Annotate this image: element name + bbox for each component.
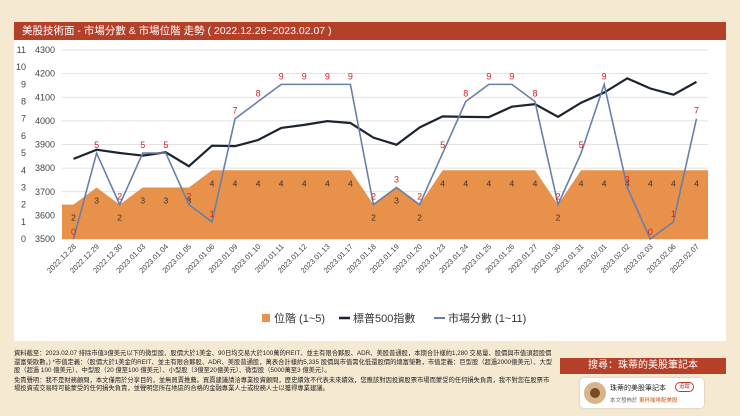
score-label: 9	[509, 71, 514, 81]
left-axis-tick: 3	[21, 182, 26, 192]
level-label: 2	[117, 213, 122, 223]
level-label: 4	[486, 178, 491, 188]
level-label: 4	[602, 178, 607, 188]
chart: 3500360037003800390040004100420043000123…	[16, 45, 708, 325]
score-label: 5	[579, 140, 584, 150]
disclaimer-note: 免責聲明：我不是財務顧問，本文僅用於分享目的，並無買賣推薦。買賣建議請洽專業投資…	[14, 376, 550, 393]
author-name: 珠蒂的美股筆記本	[610, 385, 666, 392]
level-label: 4	[325, 178, 330, 188]
score-label: 7	[694, 106, 699, 116]
level-label: 4	[463, 178, 468, 188]
level-label: 3	[94, 195, 99, 205]
level-label: 4	[256, 178, 261, 188]
score-line	[72, 81, 698, 241]
score-label: 5	[94, 140, 99, 150]
sp500-line	[73, 77, 697, 168]
level-label: 4	[210, 178, 215, 188]
left-axis-tick: 0	[21, 234, 26, 244]
left-axis-tick: 7	[21, 114, 26, 124]
score-label: 2	[117, 192, 122, 202]
right-axis-tick: 3900	[35, 140, 55, 150]
left-axis-tick: 2	[21, 200, 26, 210]
right-axis-tick: 3600	[35, 210, 55, 220]
legend-label-sp500: 標普500指數	[353, 311, 415, 325]
footer-notes: 資料截至：2023.02.07 排除市值3億美元以下的微型股、股價大於1美金、9…	[14, 350, 554, 395]
avatar	[584, 382, 606, 404]
score-label: 2	[371, 192, 376, 202]
author-card[interactable]: 珠蒂的美股筆記本 追蹤 本文發佈於 東杯咖啡配美股	[580, 378, 704, 408]
level-label: 4	[233, 178, 238, 188]
level-label: 4	[694, 178, 699, 188]
level-label: 3	[394, 195, 399, 205]
right-axis-tick: 3800	[35, 163, 55, 173]
follow-button[interactable]: 追蹤	[675, 382, 695, 392]
right-axis-tick: 3500	[35, 234, 55, 244]
left-axis-tick: 4	[21, 165, 26, 175]
search-banner: 搜尋：珠蒂的美股筆記本	[560, 358, 726, 374]
right-axis-tick: 3700	[35, 187, 55, 197]
score-label: 2	[417, 192, 422, 202]
score-label: 0	[648, 227, 653, 237]
right-axis-tick: 4300	[35, 45, 55, 55]
level-label: 4	[625, 178, 630, 188]
level-label: 2	[417, 213, 422, 223]
right-axis-tick: 4200	[35, 69, 55, 79]
right-axis-tick: 4100	[35, 92, 55, 102]
level-label: 4	[279, 178, 284, 188]
score-label: 8	[256, 89, 261, 99]
level-label: 4	[348, 178, 353, 188]
legend-label-score: 市場分數 (1~11)	[448, 311, 526, 325]
source-note: 資料截至：2023.02.07 排除市值3億美元以下的微型股、股價大於1美金、9…	[14, 350, 553, 375]
level-label: 4	[648, 178, 653, 188]
author-note: 本文發佈於 東杯咖啡配美股	[610, 396, 678, 404]
score-label: 9	[325, 71, 330, 81]
score-label: 7	[233, 106, 238, 116]
legend-label-level: 位階 (1~5)	[274, 311, 325, 325]
score-label: 9	[348, 71, 353, 81]
legend-swatch-level	[262, 314, 270, 322]
score-label: 5	[140, 140, 145, 150]
score-label: 2	[186, 192, 191, 202]
level-label: 2	[371, 213, 376, 223]
level-label: 2	[556, 213, 561, 223]
score-label: 9	[279, 71, 284, 81]
level-label: 4	[579, 178, 584, 188]
score-label: 0	[71, 227, 76, 237]
level-label: 4	[440, 178, 445, 188]
level-label: 3	[187, 195, 192, 205]
score-label: 8	[532, 89, 537, 99]
level-label: 3	[140, 195, 145, 205]
score-label: 9	[602, 71, 607, 81]
left-axis-tick: 10	[16, 62, 26, 72]
author-note-prefix: 本文發佈於	[610, 398, 638, 404]
author-note-link[interactable]: 東杯咖啡配美股	[639, 398, 678, 404]
score-label: 8	[463, 89, 468, 99]
left-axis-tick: 5	[21, 148, 26, 158]
left-axis-tick: 8	[21, 97, 26, 107]
score-label: 9	[486, 71, 491, 81]
level-label: 3	[163, 195, 168, 205]
score-label: 1	[671, 209, 676, 219]
level-label: 4	[302, 178, 307, 188]
score-label: 2	[556, 192, 561, 202]
score-label: 3	[394, 174, 399, 184]
level-area	[62, 170, 708, 239]
left-axis-tick: 1	[21, 217, 26, 227]
left-axis-tick: 9	[21, 79, 26, 89]
chart-header: 美股技術面 - 市場分數 & 市場位階 走勢 ( 2022.12.28~2023…	[14, 22, 726, 40]
left-axis-tick: 6	[21, 131, 26, 141]
level-label: 2	[71, 213, 76, 223]
right-axis-tick: 4000	[35, 116, 55, 126]
level-label: 4	[510, 178, 515, 188]
chart-panel: 3500 3600 3700 3800 3900 4000 4100 4200 4300 0 1 2 3…	[14, 40, 726, 341]
legend: 位階 (1~5) 標普500指數 市場分數 (1~11)	[262, 311, 526, 325]
score-label: 3	[625, 174, 630, 184]
score-label: 9	[302, 71, 307, 81]
score-label: 5	[163, 140, 168, 150]
level-label: 4	[671, 178, 676, 188]
level-label: 4	[533, 178, 538, 188]
score-label: 1	[209, 209, 214, 219]
score-label: 5	[440, 140, 445, 150]
left-axis-tick: 11	[17, 45, 26, 55]
